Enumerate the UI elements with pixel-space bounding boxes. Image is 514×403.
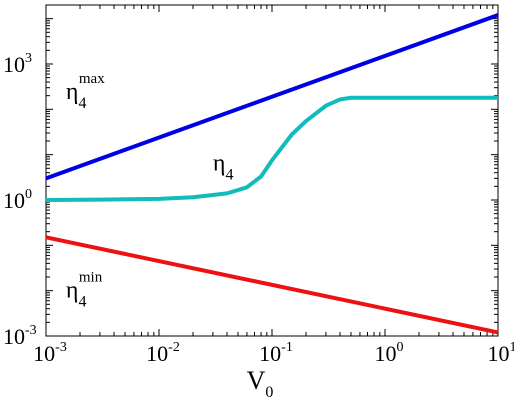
y-tick-label: 100	[3, 187, 32, 213]
x-tick-label: 10-2	[146, 340, 180, 366]
ticks	[45, 4, 499, 337]
annotations: η4max η4 η4min	[66, 71, 234, 311]
series-line-2	[45, 235, 499, 335]
x-axis-label: V0	[247, 366, 274, 401]
x-tick-label: 101	[488, 340, 514, 366]
series-group	[45, 13, 499, 335]
x-tick-label: 10-1	[259, 340, 293, 366]
annotation-label: η4min	[66, 270, 103, 311]
annotation-label: η4max	[66, 71, 105, 112]
annotation-label: η4	[213, 150, 234, 183]
x-tick-label: 10-3	[33, 340, 67, 366]
series-line-1	[45, 95, 498, 202]
series-line-0	[45, 13, 499, 181]
x-tick-label: 100	[375, 340, 404, 366]
y-tick-label: 103	[3, 51, 32, 77]
tick-labels: 10-3 10-2 10-1 100 101 10-3 100 103	[3, 51, 514, 366]
y-tick-label: 10-3	[3, 323, 37, 349]
